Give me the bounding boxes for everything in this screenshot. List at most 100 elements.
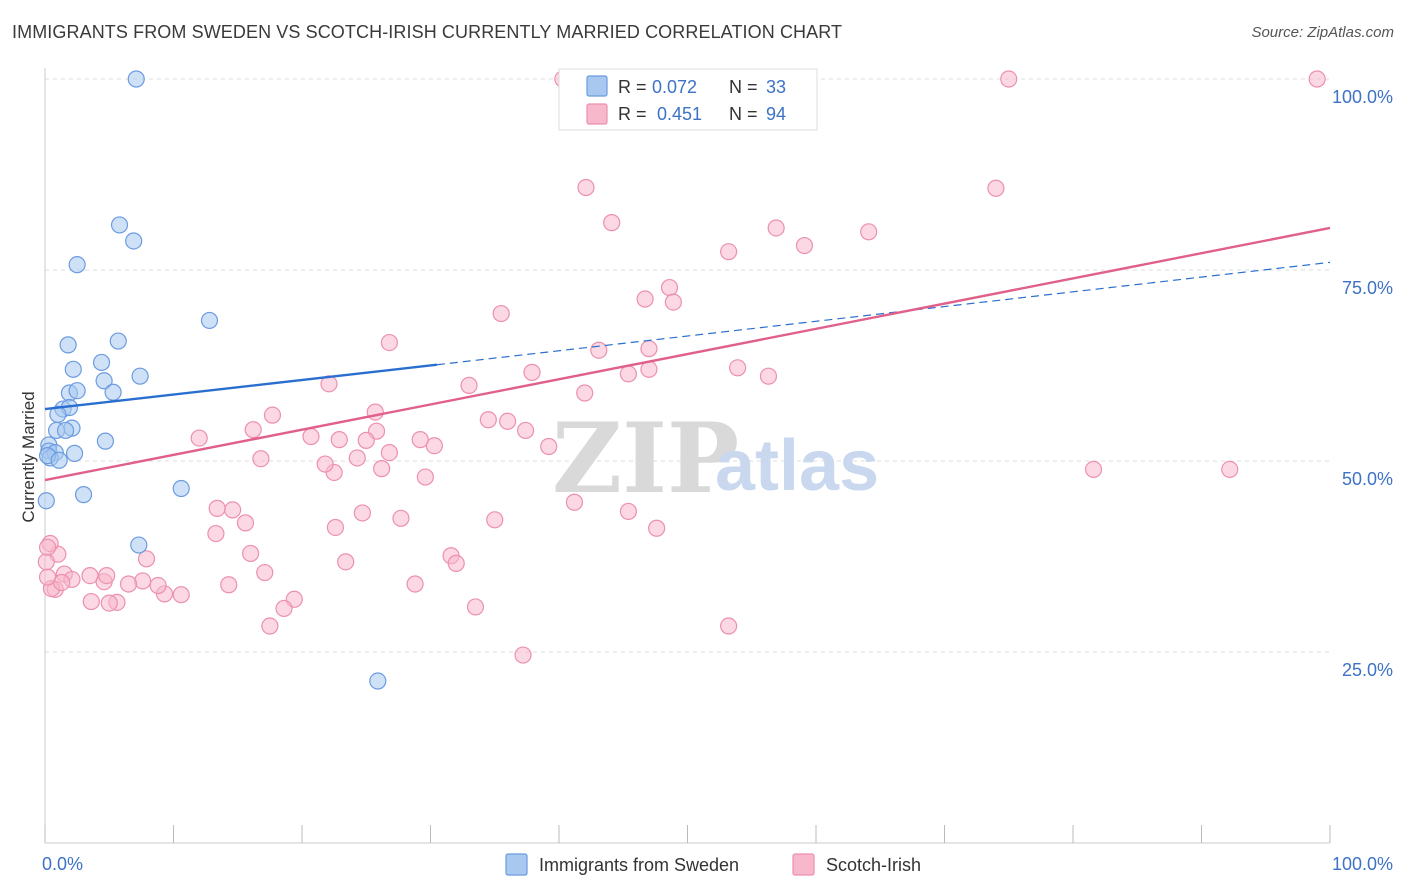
irish-point [577, 178, 595, 197]
sweden-trendline [436, 261, 1331, 366]
irish-point [499, 412, 517, 430]
irish-point [720, 617, 738, 635]
axes-layer: 25.0% 50.0% 75.0% 100.0% [44, 68, 1393, 844]
irish-point [540, 437, 558, 456]
irish-point [720, 243, 738, 261]
irish-point [565, 493, 584, 511]
sweden-point [92, 353, 111, 372]
x-tick-label-min: 0.0% [42, 854, 83, 874]
irish-point [38, 538, 57, 556]
chart-source: Source: ZipAtlas.com [1251, 24, 1394, 41]
sweden-point [125, 232, 143, 250]
sweden-point [200, 311, 219, 330]
irish-point [406, 575, 424, 593]
irish-point [619, 502, 637, 521]
irish-point [1084, 460, 1103, 479]
sweden-point [172, 479, 190, 498]
sweden-point [95, 372, 113, 390]
irish-point [353, 504, 371, 522]
stats-legend-n-label-sweden: N = [729, 77, 758, 97]
irish-point [242, 544, 260, 563]
irish-point [38, 568, 57, 586]
irish-point [302, 427, 320, 446]
irish-point [244, 421, 262, 439]
irish-point [576, 384, 594, 402]
irish-point [134, 572, 152, 590]
sweden-point [110, 216, 129, 234]
y-tick-label: 100.0% [1332, 87, 1393, 107]
irish-point [224, 501, 242, 519]
points-layer [37, 70, 1326, 690]
series-legend-swatch-irish [792, 853, 815, 876]
stats-legend-r-value-sweden: 0.072 [652, 77, 697, 97]
irish-point [447, 554, 465, 572]
irish-point [337, 553, 355, 571]
stats-legend-n-value-sweden: 33 [766, 77, 786, 97]
y-tick-label: 50.0% [1342, 469, 1393, 489]
irish-point [619, 365, 637, 383]
irish-point [261, 617, 279, 635]
irish-point [860, 223, 878, 241]
irish-point [275, 599, 293, 618]
stats-legend-r-label-sweden: R = [618, 77, 647, 97]
irish-point [256, 563, 274, 582]
irish-point [380, 443, 398, 462]
irish-point [523, 363, 541, 381]
sweden-point [59, 336, 77, 354]
stats-legend-swatch-irish [586, 103, 608, 125]
irish-point [330, 431, 348, 449]
irish-point [263, 406, 282, 424]
irish-point [366, 403, 384, 421]
sweden-point [64, 360, 82, 378]
irish-point [252, 450, 270, 468]
y-tick-label: 25.0% [1342, 660, 1393, 680]
irish-point [208, 499, 226, 517]
irish-point [486, 511, 504, 529]
sweden-point [127, 70, 145, 88]
irish-point [380, 333, 398, 352]
irish-point [516, 421, 535, 440]
y-tick-label: 75.0% [1342, 278, 1393, 298]
series-legend: Immigrants from Sweden Scotch-Irish [505, 853, 921, 876]
irish-point [82, 592, 100, 611]
irish-point [1000, 70, 1018, 88]
sweden-point [56, 421, 75, 440]
sweden-point [50, 451, 68, 469]
irish-trendline [44, 226, 1331, 482]
irish-point [460, 376, 478, 394]
irish-point [236, 514, 255, 532]
irish-point [759, 367, 778, 385]
sweden-point [68, 256, 86, 274]
irish-point [220, 576, 238, 594]
sweden-trendline [44, 363, 438, 411]
sweden-point [109, 332, 127, 350]
watermark-zip: ZIP [552, 402, 739, 515]
stats-legend-n-value-irish: 94 [766, 104, 786, 124]
sweden-point [37, 492, 55, 510]
irish-point [326, 518, 345, 537]
stats-legend-swatch-sweden [586, 75, 608, 97]
irish-point [172, 586, 190, 604]
irish-point [660, 278, 679, 297]
irish-point [411, 431, 429, 449]
stats-legend: R = 0.072 N = 33 R = 0.451 N = 94 [558, 68, 818, 131]
irish-point [425, 437, 443, 455]
sweden-point [131, 367, 149, 385]
irish-point [373, 460, 391, 478]
irish-point [100, 594, 118, 612]
irish-point [392, 509, 410, 527]
sweden-point [369, 672, 387, 690]
irish-point [590, 341, 608, 359]
irish-point [603, 214, 621, 232]
chart-title: IMMIGRANTS FROM SWEDEN VS SCOTCH-IRISH C… [12, 22, 843, 42]
sweden-point [104, 383, 122, 401]
irish-point [119, 575, 138, 593]
irish-point [207, 524, 225, 543]
irish-point [648, 519, 666, 537]
irish-point [640, 340, 658, 358]
irish-point [316, 455, 334, 473]
y-axis-title: Currently Married [19, 391, 38, 522]
irish-point [1308, 70, 1326, 88]
series-legend-swatch-sweden [505, 853, 528, 876]
irish-point [81, 566, 99, 585]
